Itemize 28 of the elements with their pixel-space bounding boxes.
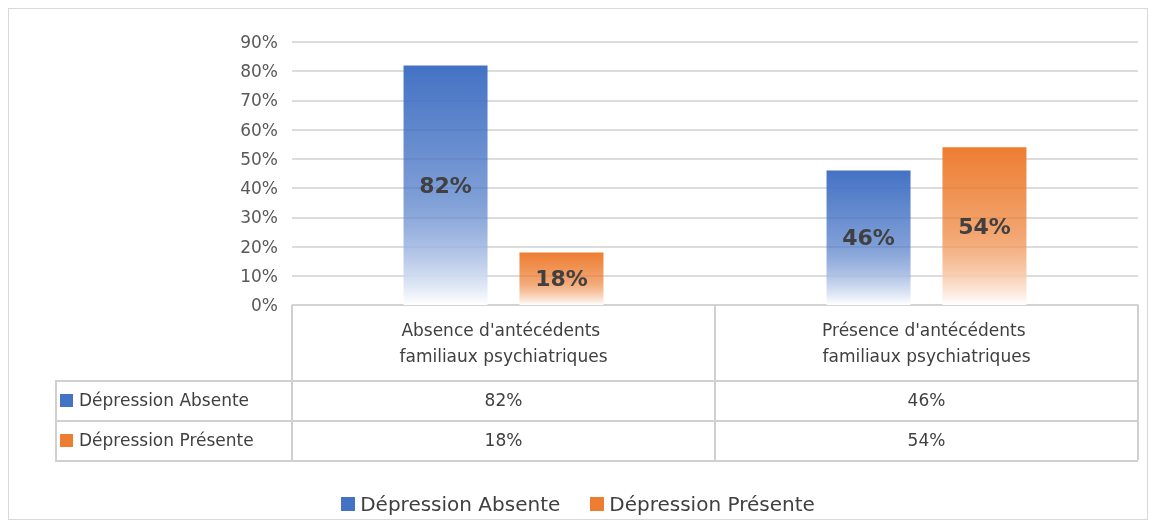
y-tick-label: 0%: [251, 295, 278, 315]
x-tick-label: Présence d'antécédents familiaux psychiatriques: [822, 320, 1031, 366]
x-tick-label: Absence d'antécédents familiaux psychiatriques: [399, 320, 608, 366]
legend-label: Dépression Absente: [79, 390, 250, 410]
text: 54%: [958, 213, 1011, 239]
y-tick-label: 90%: [240, 32, 278, 52]
y-tick-label: 10%: [240, 265, 278, 286]
bar: [519, 252, 604, 305]
data-label: 18%: [483, 429, 524, 452]
text: Dépression Présente: [79, 430, 254, 450]
data-label: 54%: [906, 429, 947, 452]
legend-label: Dépression Présente: [609, 492, 815, 516]
text: 46%: [842, 225, 895, 251]
bar: [403, 65, 488, 305]
y-tick-label: 40%: [240, 178, 278, 199]
data-label: 46%: [906, 389, 947, 412]
text: 82%: [419, 172, 472, 198]
text: Dépression Absente: [360, 492, 561, 516]
bar: [942, 147, 1027, 305]
y-tick-label: 20%: [240, 236, 278, 257]
text: 18%: [535, 266, 588, 292]
y-tick-label: 30%: [240, 207, 278, 228]
y-tick-label: 50%: [240, 148, 278, 169]
y-tick-label: 70%: [240, 90, 278, 111]
y-tick-label: 60%: [240, 119, 278, 140]
bar: [826, 170, 911, 305]
y-tick-label: 80%: [240, 61, 278, 82]
data-label: 82%: [483, 389, 524, 412]
